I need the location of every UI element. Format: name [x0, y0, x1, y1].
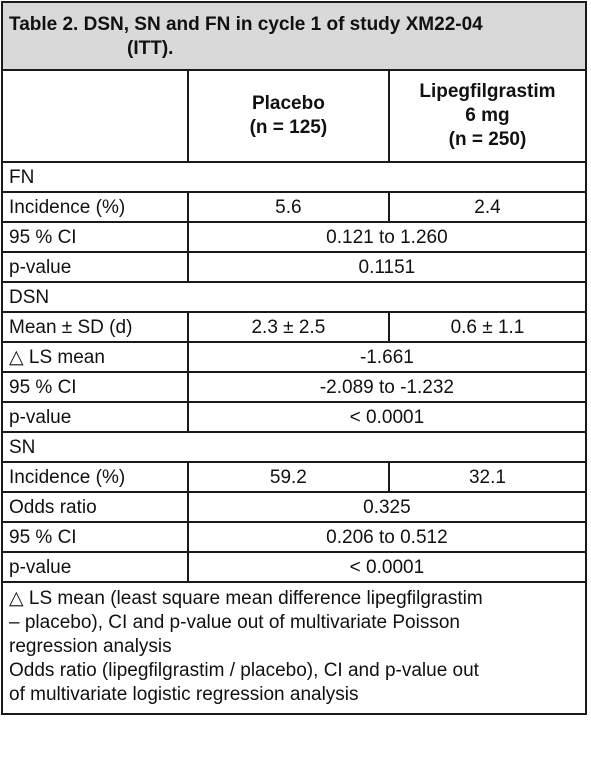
section-row-dsn: DSN — [1, 281, 587, 313]
cell-merged: 0.206 to 0.512 — [186, 521, 588, 553]
table-footnote: △ LS mean (least square mean difference … — [1, 581, 587, 715]
cell-merged: -1.661 — [186, 341, 588, 373]
header-placebo-n: (n = 125) — [249, 117, 328, 138]
header-placebo-name: Placebo — [251, 93, 325, 114]
row-label: Incidence (%) — [1, 191, 189, 223]
row-label: △ LS mean — [1, 341, 189, 373]
cell-merged: 0.1151 — [186, 251, 588, 283]
row-label: Odds ratio — [1, 491, 189, 523]
row-label: p-value — [1, 251, 189, 283]
table-title: Table 2. DSN, SN and FN in cycle 1 of st… — [1, 1, 587, 71]
cell-lipegfilgrastim: 0.6 ± 1.1 — [387, 311, 588, 343]
cell-merged: 0.325 — [186, 491, 588, 523]
header-lipegfilgrastim: Lipegfilgrastim 6 mg (n = 250) — [387, 69, 588, 163]
table-row: 95 % CI -2.089 to -1.232 — [1, 371, 588, 403]
table-row: △ LS mean -1.661 — [1, 341, 588, 373]
header-lipeg-name: Lipegfilgrastim — [419, 81, 556, 102]
footnote-line: Odds ratio (lipegfilgrastim / placebo), … — [9, 660, 479, 681]
table-row: 95 % CI 0.121 to 1.260 — [1, 221, 588, 253]
section-label-dsn: DSN — [1, 281, 587, 313]
cell-merged: < 0.0001 — [186, 401, 588, 433]
table-row: p-value 0.1151 — [1, 251, 588, 283]
cell-placebo: 59.2 — [186, 461, 390, 493]
footnote-line: – placebo), CI and p-value out of multiv… — [9, 612, 460, 633]
row-label: p-value — [1, 401, 189, 433]
header-lipeg-n: (n = 250) — [448, 129, 527, 150]
title-line-2: (ITT). — [127, 38, 174, 59]
footnote-line: △ LS mean (least square mean difference … — [9, 588, 483, 609]
header-lipeg-dose: 6 mg — [465, 105, 510, 126]
header-empty-cell — [1, 69, 189, 163]
table-row: 95 % CI 0.206 to 0.512 — [1, 521, 588, 553]
section-row-sn: SN — [1, 431, 587, 463]
cell-placebo: 5.6 — [186, 191, 390, 223]
table-title-row: Table 2. DSN, SN and FN in cycle 1 of st… — [1, 1, 587, 71]
table-row: Incidence (%) 5.6 2.4 — [1, 191, 588, 223]
table-row: p-value < 0.0001 — [1, 401, 588, 433]
column-header-row: Placebo (n = 125) Lipegfilgrastim 6 mg (… — [1, 69, 588, 163]
header-placebo: Placebo (n = 125) — [186, 69, 390, 163]
section-label-fn: FN — [1, 161, 587, 193]
table-row: p-value < 0.0001 — [1, 551, 588, 583]
cell-lipegfilgrastim: 32.1 — [387, 461, 588, 493]
cell-placebo: 2.3 ± 2.5 — [186, 311, 390, 343]
section-label-sn: SN — [1, 431, 587, 463]
row-label: Incidence (%) — [1, 461, 189, 493]
row-label: Mean ± SD (d) — [1, 311, 189, 343]
row-label: p-value — [1, 551, 189, 583]
title-line-1: Table 2. DSN, SN and FN in cycle 1 of st… — [9, 14, 483, 35]
footnote-line: regression analysis — [9, 636, 172, 657]
cell-lipegfilgrastim: 2.4 — [387, 191, 588, 223]
results-table-container: Table 2. DSN, SN and FN in cycle 1 of st… — [1, 1, 588, 715]
footnote-row: △ LS mean (least square mean difference … — [1, 581, 587, 715]
cell-merged: -2.089 to -1.232 — [186, 371, 588, 403]
cell-merged: 0.121 to 1.260 — [186, 221, 588, 253]
footnote-line: of multivariate logistic regression anal… — [9, 684, 359, 705]
row-label: 95 % CI — [1, 371, 189, 403]
cell-merged: < 0.0001 — [186, 551, 588, 583]
table-row: Odds ratio 0.325 — [1, 491, 588, 523]
row-label: 95 % CI — [1, 221, 189, 253]
section-row-fn: FN — [1, 161, 587, 193]
table-row: Incidence (%) 59.2 32.1 — [1, 461, 588, 493]
results-table: Table 2. DSN, SN and FN in cycle 1 of st… — [1, 1, 588, 715]
table-row: Mean ± SD (d) 2.3 ± 2.5 0.6 ± 1.1 — [1, 311, 588, 343]
row-label: 95 % CI — [1, 521, 189, 553]
